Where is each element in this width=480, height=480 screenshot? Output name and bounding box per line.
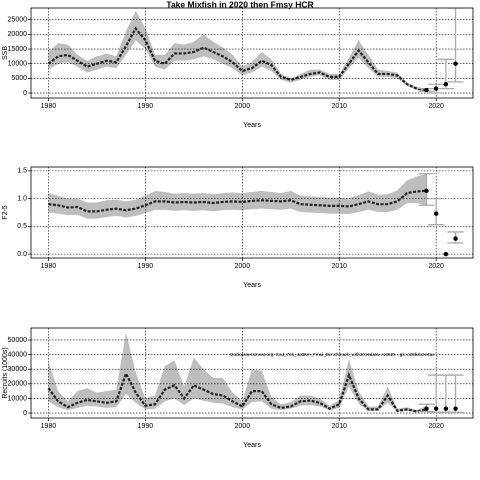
axes-frame <box>30 7 474 99</box>
error-bar <box>447 374 464 413</box>
x-axis-label: Years <box>243 282 261 289</box>
y-tick-label: 30000 <box>8 366 28 373</box>
axes-frame <box>30 327 474 419</box>
y-tick-label: 40000 <box>8 351 28 358</box>
plot-area <box>31 167 473 258</box>
projection-point <box>453 61 458 66</box>
y-tick-label: 0.0 <box>17 251 27 258</box>
projection-point <box>433 86 439 91</box>
plot-area <box>31 8 473 98</box>
axes-frame <box>30 166 474 259</box>
projection-point <box>424 87 429 93</box>
x-tick-label: 2020 <box>428 263 444 270</box>
y-tick-label: 50000 <box>8 337 28 344</box>
x-tick-label: 2000 <box>235 263 251 270</box>
confidence-band <box>48 10 427 92</box>
projection-point <box>453 236 458 241</box>
y-axis-label: F2-5 <box>2 205 9 220</box>
y-tick-label: 25000 <box>8 17 28 24</box>
y-tick-label: 0 <box>23 410 27 417</box>
x-tick-label: 2010 <box>331 103 347 110</box>
y-tick-label: 20000 <box>8 31 28 38</box>
y-axis-label: Recruits (1000s) <box>2 347 9 398</box>
x-tick-label: 2020 <box>428 103 444 110</box>
x-tick-label: 2000 <box>235 423 251 430</box>
figure-title: Take Mixfish in 2020 then Fmsy HCR <box>166 0 313 9</box>
x-axis-label: Years <box>243 122 261 129</box>
error-bar <box>447 8 464 83</box>
x-tick-label: 1980 <box>41 423 57 430</box>
x-tick-label: 1990 <box>138 103 154 110</box>
y-tick-label: 1.0 <box>17 195 27 202</box>
projection-point <box>443 82 449 87</box>
plot-area <box>31 328 473 418</box>
y-tick-label: 5000 <box>11 75 27 82</box>
y-axis-label: SSB <box>2 46 9 60</box>
x-tick-label: 1990 <box>138 263 154 270</box>
y-tick-label: 1.5 <box>17 168 27 175</box>
projection-point <box>443 406 449 411</box>
projection-point <box>424 188 429 194</box>
projection-point <box>424 406 429 411</box>
y-tick-label: 10000 <box>8 61 28 68</box>
x-tick-label: 2010 <box>331 423 347 430</box>
x-axis-label: Years <box>243 442 261 449</box>
projection-point <box>443 251 449 257</box>
projection-point <box>453 406 458 411</box>
x-tick-label: 1980 <box>41 263 57 270</box>
y-tick-label: 0.5 <box>17 223 27 230</box>
y-tick-label: 10000 <box>8 395 28 402</box>
annotation: stockassessment.org: Cod_7ek_4a3NA_Final… <box>230 352 435 357</box>
estimate-line <box>47 26 427 92</box>
confidence-band <box>48 332 427 413</box>
x-tick-label: 1990 <box>138 423 154 430</box>
estimate-line <box>48 189 427 213</box>
projection-point <box>433 406 439 411</box>
x-tick-label: 2010 <box>331 263 347 270</box>
estimate-line <box>47 370 427 413</box>
x-tick-label: 2020 <box>428 423 444 430</box>
y-tick-label: 20000 <box>8 381 28 388</box>
x-tick-label: 1980 <box>41 103 57 110</box>
y-tick-label: 15000 <box>8 46 28 53</box>
x-tick-label: 2000 <box>235 103 251 110</box>
confidence-band <box>48 173 427 219</box>
y-tick-label: 0 <box>23 90 27 97</box>
projection-point <box>433 211 439 216</box>
